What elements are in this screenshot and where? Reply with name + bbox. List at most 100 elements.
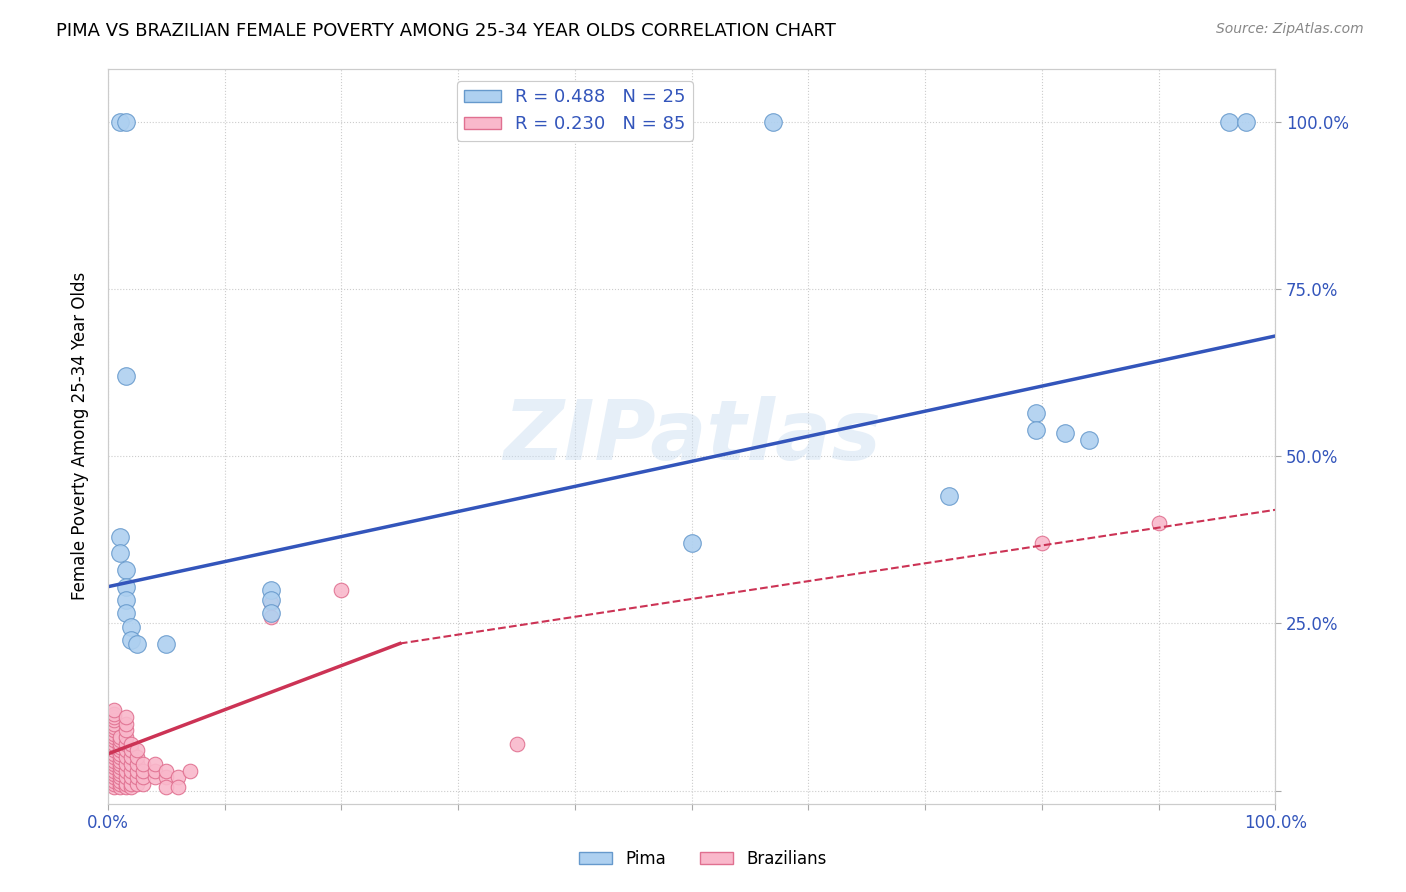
Point (114, 756, 136, 771)
Point (167, 770, 190, 784)
Point (103, 733, 125, 747)
Point (132, 756, 155, 771)
Point (114, 115, 136, 129)
Point (1218, 115, 1240, 129)
Point (103, 727, 125, 741)
Point (103, 710, 125, 724)
Point (108, 764, 131, 778)
Point (167, 780, 190, 795)
Point (120, 743, 142, 757)
Point (103, 720, 125, 734)
Point (103, 730, 125, 744)
Point (127, 756, 149, 771)
Point (108, 740, 131, 755)
Point (114, 723, 136, 738)
Point (120, 737, 142, 751)
Point (120, 620, 142, 634)
Point (120, 777, 142, 791)
Point (132, 770, 155, 784)
Point (120, 756, 142, 771)
Point (103, 756, 125, 771)
Point (108, 115, 131, 129)
Point (108, 770, 131, 784)
Point (127, 750, 149, 764)
Point (103, 754, 125, 768)
Point (114, 730, 136, 744)
Point (127, 764, 149, 778)
Point (103, 747, 125, 761)
Point (762, 115, 785, 129)
Point (114, 780, 136, 795)
Point (108, 756, 131, 771)
Point (260, 593, 283, 607)
Legend: Pima, Brazilians: Pima, Brazilians (572, 844, 834, 875)
Point (108, 743, 131, 757)
Point (120, 770, 142, 784)
Point (103, 777, 125, 791)
Point (143, 756, 166, 771)
Point (108, 750, 131, 764)
Point (132, 764, 155, 778)
Point (114, 607, 136, 621)
Point (108, 530, 131, 544)
Point (108, 773, 131, 788)
Point (108, 760, 131, 774)
Point (681, 536, 703, 550)
Point (114, 369, 136, 384)
Point (103, 764, 125, 778)
Point (155, 770, 177, 784)
Point (260, 609, 283, 624)
Point (114, 580, 136, 594)
Point (120, 633, 142, 648)
Point (114, 737, 136, 751)
Point (120, 764, 142, 778)
Point (103, 716, 125, 731)
Point (1025, 423, 1047, 437)
Point (114, 593, 136, 607)
Point (132, 777, 155, 791)
Point (108, 767, 131, 781)
Point (103, 740, 125, 755)
Point (114, 777, 136, 791)
Point (260, 607, 283, 621)
Point (938, 490, 960, 504)
Point (103, 714, 125, 728)
Y-axis label: Female Poverty Among 25-34 Year Olds: Female Poverty Among 25-34 Year Olds (72, 272, 89, 600)
Point (103, 743, 125, 757)
Point (1031, 536, 1053, 550)
Point (103, 723, 125, 738)
Point (1147, 516, 1170, 531)
Point (108, 546, 131, 560)
Point (108, 737, 131, 751)
Point (260, 596, 283, 610)
Point (108, 730, 131, 744)
Point (114, 764, 136, 778)
Legend: R = 0.488   N = 25, R = 0.230   N = 85: R = 0.488 N = 25, R = 0.230 N = 85 (457, 81, 693, 141)
Point (103, 750, 125, 764)
Point (1077, 433, 1099, 447)
Point (114, 770, 136, 784)
Point (103, 706, 125, 721)
Point (127, 743, 149, 757)
Point (103, 760, 125, 774)
Point (103, 703, 125, 717)
Point (505, 737, 527, 751)
Point (120, 750, 142, 764)
Point (114, 716, 136, 731)
Point (120, 780, 142, 795)
Point (108, 733, 131, 747)
Point (330, 582, 353, 597)
Point (114, 563, 136, 577)
Point (103, 737, 125, 751)
Point (143, 764, 166, 778)
Point (260, 582, 283, 597)
Point (155, 636, 177, 650)
Point (1025, 406, 1047, 420)
Text: Source: ZipAtlas.com: Source: ZipAtlas.com (1216, 22, 1364, 37)
Point (108, 780, 131, 795)
Point (1054, 425, 1077, 440)
Text: PIMA VS BRAZILIAN FEMALE POVERTY AMONG 25-34 YEAR OLDS CORRELATION CHART: PIMA VS BRAZILIAN FEMALE POVERTY AMONG 2… (56, 22, 837, 40)
Point (155, 764, 177, 778)
Point (114, 743, 136, 757)
Point (108, 777, 131, 791)
